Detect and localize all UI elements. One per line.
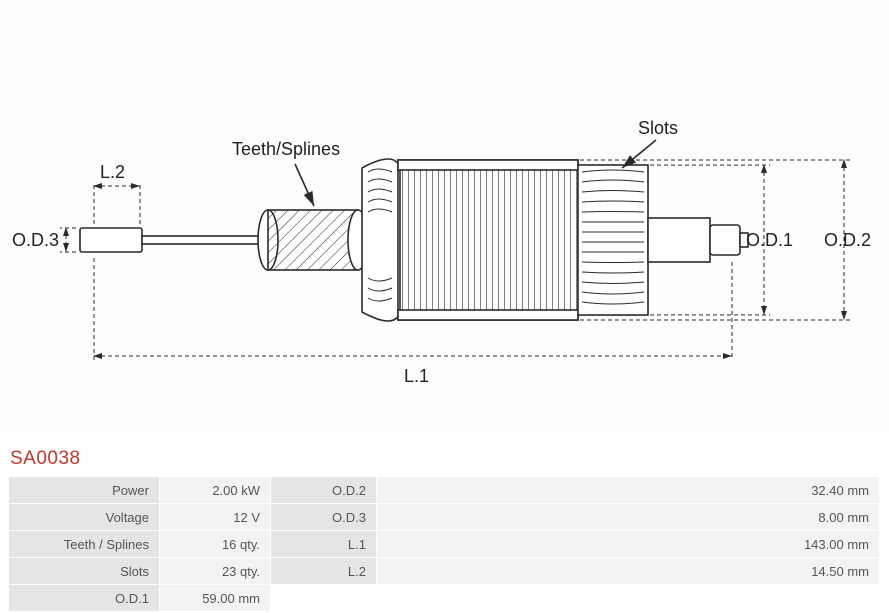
callout-teeth-label: Teeth/Splines <box>232 139 340 159</box>
spec-value: 32.40 mm <box>377 477 879 503</box>
spec-value: 143.00 mm <box>377 531 879 557</box>
dim-l2-label: L.2 <box>100 162 125 182</box>
dim-od2-label: O.D.2 <box>824 230 871 250</box>
spec-value: 8.00 mm <box>377 504 879 530</box>
spec-label: O.D.1 <box>9 585 159 611</box>
part-code: SA0038 <box>10 448 81 470</box>
spec-label: Slots <box>9 558 159 584</box>
spec-label: Teeth / Splines <box>9 531 159 557</box>
dim-od3-label: O.D.3 <box>12 230 59 250</box>
spec-table: Power2.00 kWO.D.232.40 mmVoltage12 VO.D.… <box>8 476 880 612</box>
spec-value: 16 qty. <box>160 531 270 557</box>
dim-l1-label: L.1 <box>404 366 429 386</box>
table-row: Teeth / Splines16 qty.L.1143.00 mm <box>9 531 879 557</box>
spec-value: 12 V <box>160 504 270 530</box>
table-row: Slots23 qty.L.214.50 mm <box>9 558 879 584</box>
spec-label: O.D.3 <box>271 504 376 530</box>
spec-value: 23 qty. <box>160 558 270 584</box>
dim-od1-label: O.D.1 <box>746 230 793 250</box>
callout-slots-label: Slots <box>638 118 678 138</box>
technical-diagram: L.1 L.2 O.D.3 O.D.1 O.D.2 Teeth/Splines … <box>0 0 889 430</box>
spec-value: 2.00 kW <box>160 477 270 503</box>
spec-label: Power <box>9 477 159 503</box>
table-row: Voltage12 VO.D.38.00 mm <box>9 504 879 530</box>
table-row: Power2.00 kWO.D.232.40 mm <box>9 477 879 503</box>
table-row: O.D.159.00 mm <box>9 585 879 611</box>
spec-label: L.2 <box>271 558 376 584</box>
spec-value: 14.50 mm <box>377 558 879 584</box>
spec-label: L.1 <box>271 531 376 557</box>
spec-value: 59.00 mm <box>160 585 270 611</box>
spec-label: Voltage <box>9 504 159 530</box>
spec-label: O.D.2 <box>271 477 376 503</box>
